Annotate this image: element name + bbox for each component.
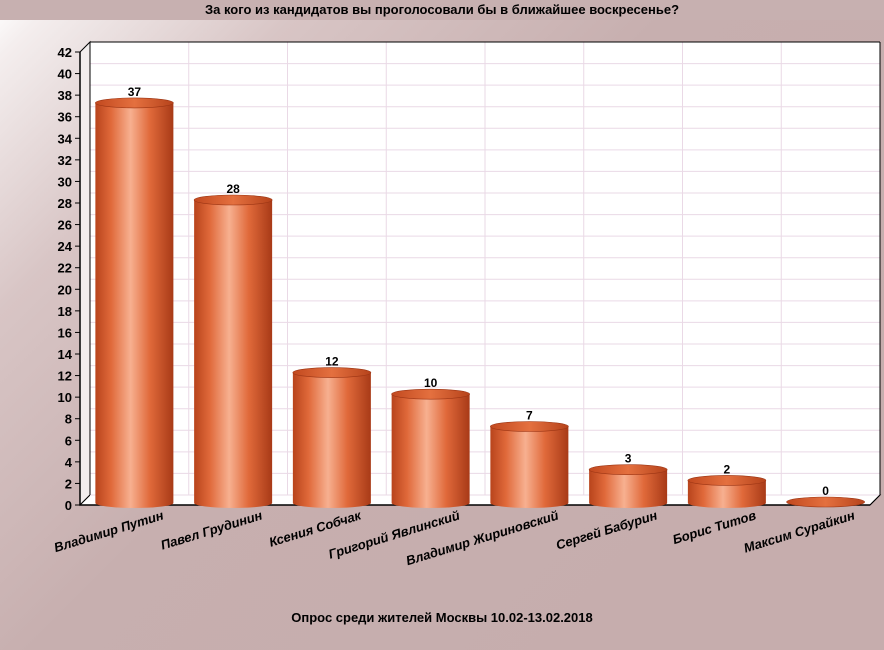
y-tick-label: 36	[58, 110, 72, 125]
bar	[786, 496, 865, 508]
data-labels: 37 28 12 10 7 3 2 0	[128, 85, 830, 498]
floor-edge-line	[869, 494, 881, 506]
y-tick-label: 22	[58, 261, 72, 276]
data-label: 3	[625, 452, 632, 466]
y-tick-label: 14	[58, 347, 73, 362]
data-label: 28	[226, 182, 240, 196]
bar-cap	[391, 388, 470, 400]
y-tick-label: 26	[58, 218, 72, 233]
bar-cap	[687, 475, 767, 486]
y-tick-label: 42	[58, 45, 72, 60]
bar-cap	[95, 97, 174, 109]
bar-body	[490, 426, 569, 508]
bar	[687, 475, 767, 508]
bars	[95, 97, 865, 508]
bar	[490, 421, 569, 508]
bar	[292, 367, 372, 508]
chart-subtitle: Опрос среди жителей Москвы 10.02-13.02.2…	[291, 610, 593, 625]
bar	[391, 388, 470, 508]
data-label: 0	[822, 484, 829, 498]
y-tick-label: 8	[65, 412, 72, 427]
y-tick-label: 24	[58, 239, 73, 254]
bar-body	[687, 480, 766, 508]
data-label: 7	[526, 409, 533, 423]
bar	[588, 464, 668, 508]
data-label: 12	[325, 355, 339, 369]
y-tick-label: 10	[58, 390, 72, 405]
bar-cap	[193, 194, 273, 206]
y-tick-label: 34	[58, 131, 73, 146]
y-tick-label: 38	[58, 88, 72, 103]
x-tick-label: Павел Грудинин	[159, 507, 264, 552]
bar-body	[194, 200, 273, 508]
y-tick-label: 4	[65, 455, 73, 470]
bar-cap	[588, 464, 668, 475]
y-tick-label: 30	[58, 174, 72, 189]
y-tick-label: 20	[58, 282, 72, 297]
y-tick-label: 40	[58, 67, 72, 82]
bar-cap	[292, 367, 372, 378]
x-tick-label: Владимир Путин	[52, 507, 165, 555]
x-tick-label: Сергей Бабурин	[554, 507, 659, 552]
y-tick-label: 16	[58, 325, 72, 340]
x-tick-label: Максим Сурайкин	[742, 507, 857, 555]
bar-cap	[786, 496, 865, 508]
y-tick-label: 32	[58, 153, 72, 168]
data-label: 10	[424, 376, 438, 390]
y-tick-label: 12	[58, 369, 72, 384]
bar-body	[292, 372, 371, 508]
data-label: 2	[724, 462, 731, 476]
y-tick-label: 2	[65, 476, 72, 491]
bar-body	[589, 469, 668, 508]
bar	[193, 194, 273, 508]
chart-title: За кого из кандидатов вы проголосовали б…	[0, 0, 884, 20]
y-tick-label: 28	[58, 196, 72, 211]
y-tick-label: 0	[65, 498, 72, 513]
left-wall	[79, 40, 91, 507]
bar	[95, 97, 174, 508]
bar-cap	[490, 421, 569, 432]
bar-body	[391, 394, 470, 508]
y-tick-label: 18	[58, 304, 72, 319]
data-label: 37	[128, 85, 142, 99]
y-tick-label: 6	[65, 433, 72, 448]
bar-body	[95, 102, 174, 508]
bar-chart: 024681012141618202224262830323436384042 …	[52, 40, 882, 568]
